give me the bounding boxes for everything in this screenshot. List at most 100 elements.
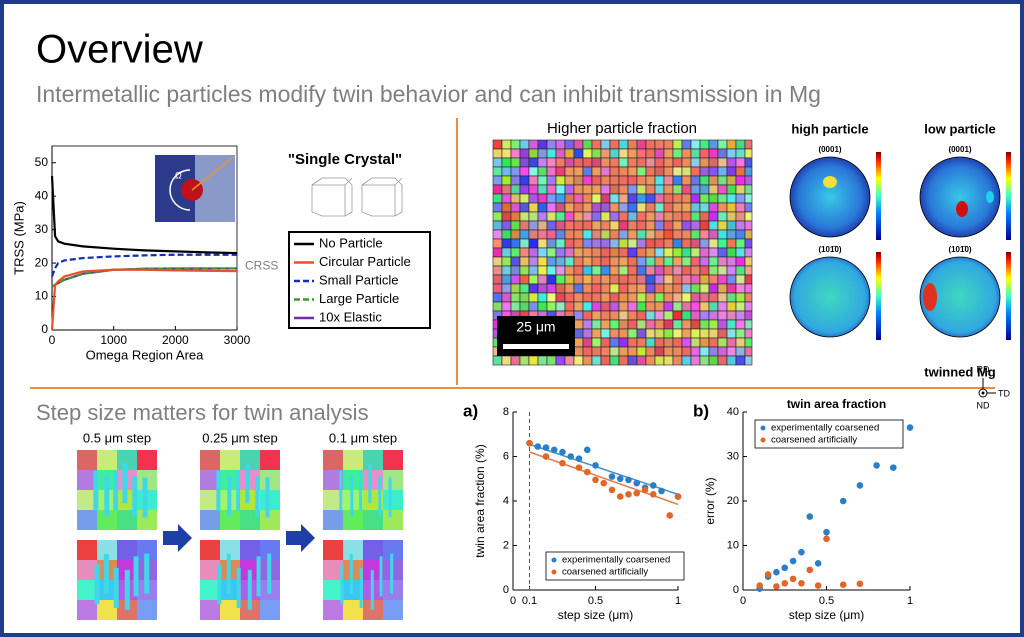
grain (663, 193, 674, 204)
grain (323, 540, 343, 560)
grain (609, 346, 620, 357)
twin (390, 553, 394, 594)
grain (618, 202, 629, 213)
grain (492, 283, 503, 294)
svg-text:Ω: Ω (175, 170, 182, 180)
grain (663, 328, 674, 339)
twin (267, 553, 272, 594)
grain (555, 157, 566, 168)
grain (510, 283, 521, 294)
grain (240, 450, 260, 470)
grain (663, 292, 674, 303)
grain (582, 256, 593, 267)
grain (537, 148, 548, 159)
grain (726, 202, 737, 213)
grain (645, 247, 656, 258)
line (50, 253, 237, 277)
twin (113, 567, 119, 608)
grain (573, 337, 584, 348)
twin (379, 556, 383, 597)
grain (573, 283, 584, 294)
grain (654, 175, 665, 186)
grain (717, 166, 728, 177)
grain (744, 283, 753, 294)
twin (256, 556, 261, 597)
grain (735, 157, 746, 168)
legend-label: Large Particle (319, 291, 399, 306)
grain (492, 148, 503, 159)
grain (519, 139, 530, 150)
twin (93, 470, 99, 511)
grain (726, 211, 737, 222)
twin (339, 470, 343, 511)
grain (582, 166, 593, 177)
grain (681, 175, 692, 186)
grain (618, 247, 629, 258)
grain (600, 184, 611, 195)
grain (726, 274, 737, 285)
grain (528, 229, 539, 240)
twin (368, 463, 372, 504)
grain (582, 211, 593, 222)
grain (654, 346, 665, 357)
grain (735, 355, 746, 366)
grain (618, 148, 629, 159)
point (625, 476, 632, 484)
arrow (286, 524, 315, 552)
grain (699, 292, 710, 303)
grain (699, 265, 710, 276)
grain (735, 274, 746, 285)
grain (627, 229, 638, 240)
grain (600, 328, 611, 339)
y-tick-label: 20 (35, 255, 49, 269)
grain (699, 337, 710, 348)
grain (609, 148, 620, 159)
grain (681, 229, 692, 240)
grain (654, 139, 665, 150)
grain (636, 274, 647, 285)
grain (573, 220, 584, 231)
grain (699, 202, 710, 213)
point (559, 448, 566, 456)
grain (672, 319, 683, 330)
grain (690, 184, 701, 195)
grain (573, 139, 584, 150)
grain (672, 283, 683, 294)
grain (200, 470, 220, 490)
grain (537, 274, 548, 285)
point (592, 476, 599, 484)
grain (582, 193, 593, 204)
twin (350, 476, 354, 517)
grain (546, 166, 557, 177)
grain (645, 175, 656, 186)
grain (681, 166, 692, 177)
x-axis-label: step size (μm) (789, 608, 865, 622)
grain (383, 470, 403, 490)
grain (627, 193, 638, 204)
grain (537, 283, 548, 294)
grain (663, 265, 674, 276)
twin (132, 476, 138, 517)
pf-label: (101̄0) (948, 245, 971, 254)
grain (708, 175, 719, 186)
twin (378, 476, 382, 517)
grain (690, 283, 701, 294)
grain (600, 157, 611, 168)
point (633, 479, 641, 487)
grain (645, 328, 656, 339)
grain (654, 238, 665, 249)
line (50, 268, 238, 331)
grain (708, 328, 719, 339)
colorbar (1006, 252, 1011, 340)
grain (582, 202, 593, 213)
grain (573, 184, 584, 195)
grain (744, 220, 753, 231)
grain (77, 580, 97, 600)
grain (528, 292, 539, 303)
point (806, 513, 814, 520)
grain (537, 265, 548, 276)
grain (77, 600, 97, 620)
grain (609, 337, 620, 348)
grain (744, 319, 753, 330)
